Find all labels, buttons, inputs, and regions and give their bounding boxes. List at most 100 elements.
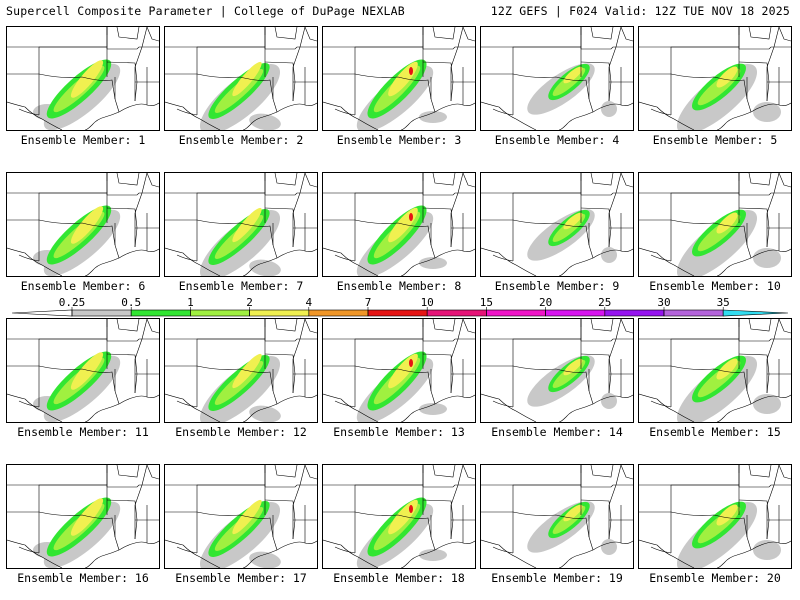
ensemble-map-panel (164, 172, 318, 277)
scp-contours (33, 205, 121, 276)
legend-under-arrow (12, 309, 73, 317)
ensemble-map-panel (638, 172, 792, 277)
legend-swatch (545, 309, 606, 317)
ensemble-member-label: Ensemble Member: 6 (20, 279, 146, 293)
scp-field-map (639, 173, 791, 276)
legend-swatch (663, 309, 724, 317)
scp-field-map (7, 27, 159, 130)
legend-tick-label: 0.5 (121, 296, 141, 309)
state-borders (323, 465, 475, 568)
scp-contours (199, 61, 281, 130)
scp-contours (33, 59, 121, 130)
ensemble-map-panel (480, 26, 634, 131)
scp-field-map (323, 27, 475, 130)
header-title: Supercell Composite Parameter | College … (6, 4, 405, 18)
scp-contours (199, 499, 281, 568)
legend-swatch (308, 309, 369, 317)
state-borders (165, 319, 317, 422)
legend-tick-label: 30 (657, 296, 670, 309)
scp-contours (356, 205, 447, 276)
ensemble-member-label: Ensemble Member: 12 (175, 425, 307, 439)
scp-field-map (7, 465, 159, 568)
scp-contours (676, 63, 781, 130)
legend-tick-label: 35 (717, 296, 730, 309)
ensemble-map-panel (480, 172, 634, 277)
legend-tick-label: 7 (365, 296, 372, 309)
ensemble-map-panel (322, 172, 476, 277)
state-borders (7, 319, 159, 422)
legend-tick-label: 1 (187, 296, 194, 309)
scp-contours (527, 63, 617, 117)
header-valid-time: 12Z GEFS | F024 Valid: 12Z TUE NOV 18 20… (490, 4, 790, 18)
legend-tick-label: 20 (539, 296, 552, 309)
ensemble-member-label: Ensemble Member: 10 (649, 279, 781, 293)
state-borders (639, 319, 791, 422)
ensemble-member-label: Ensemble Member: 11 (17, 425, 149, 439)
ensemble-member-label: Ensemble Member: 18 (333, 571, 465, 585)
state-borders (165, 465, 317, 568)
legend-tick-label: 0.25 (59, 296, 86, 309)
ensemble-member-label: Ensemble Member: 9 (494, 279, 620, 293)
scp-contours (527, 355, 617, 409)
scp-contours (199, 353, 281, 422)
ensemble-map-panel (322, 464, 476, 569)
ensemble-member-label: Ensemble Member: 16 (17, 571, 149, 585)
ensemble-map-panel (638, 26, 792, 131)
state-borders (7, 173, 159, 276)
scp-field-map (165, 27, 317, 130)
state-borders (7, 27, 159, 130)
scp-contours (527, 501, 617, 555)
legend-swatch (249, 309, 310, 317)
legend-swatch (190, 309, 250, 317)
state-borders (165, 173, 317, 276)
legend-swatch (722, 309, 788, 317)
ensemble-member-label: Ensemble Member: 7 (178, 279, 304, 293)
legend-swatch (71, 309, 132, 317)
state-borders (639, 465, 791, 568)
scp-field-map (481, 465, 633, 568)
state-borders (481, 27, 633, 130)
legend-tick-label: 10 (421, 296, 434, 309)
ensemble-map-panel (480, 318, 634, 423)
scp-field-map (165, 465, 317, 568)
state-borders (481, 465, 633, 568)
scp-field-map (323, 319, 475, 422)
state-borders (323, 173, 475, 276)
legend-swatch (486, 309, 546, 317)
ensemble-member-label: Ensemble Member: 5 (652, 133, 778, 147)
ensemble-map-panel (164, 26, 318, 131)
scp-contours (676, 501, 781, 568)
ensemble-map-panel (6, 26, 160, 131)
ensemble-member-label: Ensemble Member: 8 (336, 279, 462, 293)
scp-contours (33, 351, 121, 422)
state-borders (639, 173, 791, 276)
ensemble-member-label: Ensemble Member: 1 (20, 133, 146, 147)
ensemble-member-label: Ensemble Member: 19 (491, 571, 623, 585)
ensemble-map-panel (164, 464, 318, 569)
legend-tick-label: 25 (598, 296, 611, 309)
scp-contours (356, 59, 447, 130)
scp-field-map (323, 173, 475, 276)
color-legend: 0.25 0.5 1 2 4 7 10 15 20 25 30 35 (12, 296, 788, 317)
ensemble-map-panel (322, 318, 476, 423)
state-borders (481, 319, 633, 422)
scp-contours (199, 207, 281, 276)
ensemble-member-label: Ensemble Member: 3 (336, 133, 462, 147)
scp-contours (676, 355, 781, 422)
scp-contours (356, 351, 447, 422)
scp-field-map (323, 465, 475, 568)
scp-contours (527, 209, 617, 263)
ensemble-map-panel (6, 172, 160, 277)
state-borders (481, 173, 633, 276)
state-borders (639, 27, 791, 130)
scp-field-map (7, 173, 159, 276)
scp-contours (33, 497, 121, 568)
scp-field-map (165, 173, 317, 276)
state-borders (165, 27, 317, 130)
ensemble-map-panel (480, 464, 634, 569)
ensemble-member-label: Ensemble Member: 4 (494, 133, 620, 147)
ensemble-map-panel (638, 318, 792, 423)
scp-field-map (481, 319, 633, 422)
legend-tick-label: 15 (480, 296, 493, 309)
legend-swatch (130, 309, 191, 317)
